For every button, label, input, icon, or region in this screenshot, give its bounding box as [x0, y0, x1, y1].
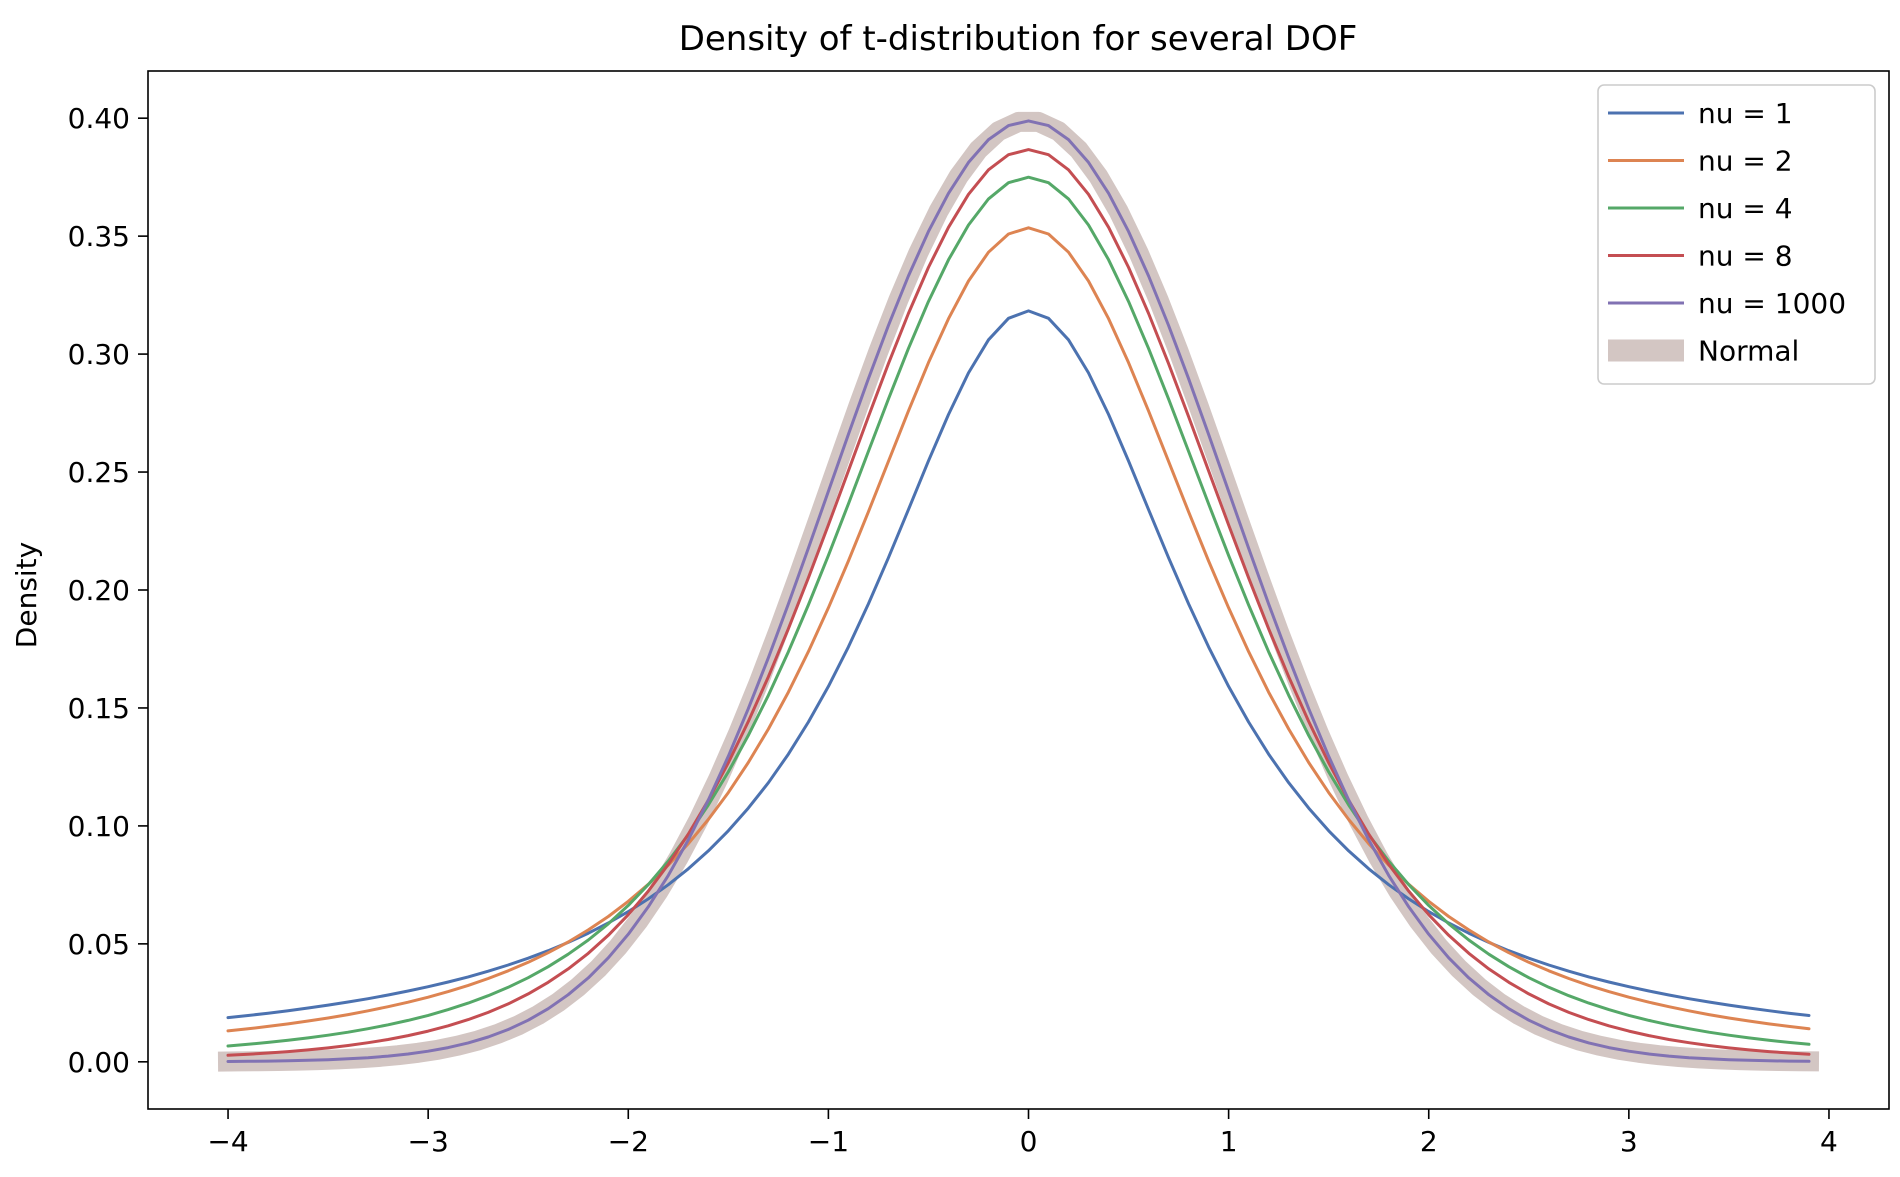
y-tick-label: 0.40 [68, 102, 130, 135]
series-line-nu-4 [226, 175, 1811, 1048]
y-tick-label: 0.10 [68, 810, 130, 843]
x-tick-label: −4 [207, 1125, 248, 1158]
x-tick-label: 1 [1220, 1125, 1238, 1158]
x-tick-label: 4 [1820, 1125, 1838, 1158]
x-tick-label: −1 [808, 1125, 849, 1158]
x-tick-label: 0 [1020, 1125, 1038, 1158]
x-axis: −4 −3 −2 −1 0 1 2 3 4 [207, 1109, 1838, 1158]
series-line-nu-1000 [226, 119, 1811, 1063]
series-lines [217, 111, 1820, 1072]
x-tick-label: 3 [1620, 1125, 1638, 1158]
plot-area: −4 −3 −2 −1 0 1 2 3 4 0.000.050.100.150.200.250.… [68, 70, 1890, 1158]
legend-label: nu = 8 [1698, 240, 1793, 273]
y-tick-label: 0.05 [68, 928, 130, 961]
y-tick-label: 0.30 [68, 338, 130, 371]
y-axis-label: Density [10, 542, 43, 648]
chart-title: Density of t-distribution for several DO… [679, 19, 1358, 59]
legend-label: nu = 1 [1698, 97, 1793, 130]
x-tick-label: 2 [1420, 1125, 1438, 1158]
y-tick-label: 0.35 [68, 220, 130, 253]
y-tick-label: 0.00 [68, 1046, 130, 1079]
series-line-nu-1 [226, 309, 1811, 1020]
x-tick-label: −2 [608, 1125, 649, 1158]
legend-label: nu = 1000 [1698, 287, 1846, 320]
x-tick-label: −3 [408, 1125, 449, 1158]
legend-label: Normal [1698, 335, 1799, 368]
y-tick-label: 0.25 [68, 456, 130, 489]
legend: nu = 1 nu = 2 nu = 4 nu = 8 nu = 1000 Normal [1597, 84, 1876, 385]
legend-label: nu = 4 [1698, 192, 1793, 225]
y-tick-label: 0.15 [68, 692, 130, 725]
series-line-nu-8 [226, 148, 1811, 1057]
series-line-nu-2 [226, 226, 1811, 1033]
y-axis: 0.00 0.05 0.10 0.15 0.20 0.25 0.30 0.35 0.40 [68, 102, 148, 1079]
legend-label: nu = 2 [1698, 145, 1793, 178]
y-tick-label: 0.20 [68, 574, 130, 607]
